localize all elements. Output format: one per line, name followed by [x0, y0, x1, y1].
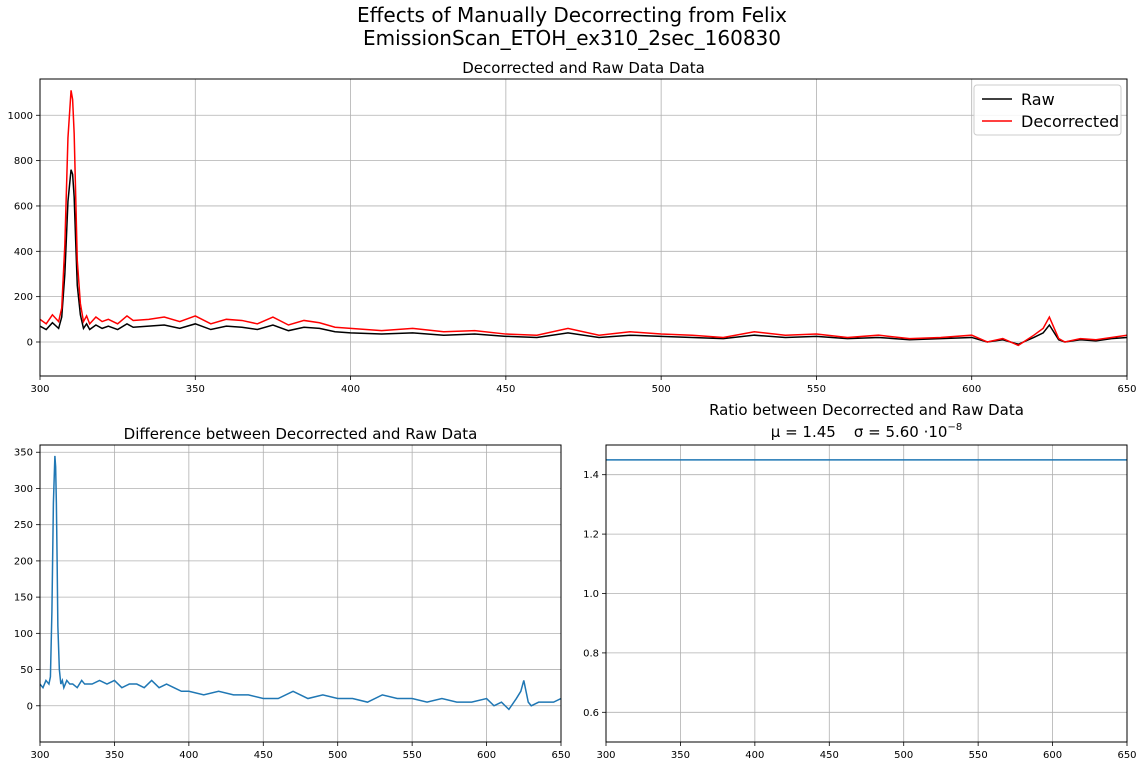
y-tick-label: 200	[14, 292, 33, 303]
x-tick-label: 400	[179, 750, 198, 761]
y-tick-label: 1000	[8, 111, 33, 122]
y-tick-label: 600	[14, 201, 33, 212]
chart-3: 300 350 400 450 500 550 600 650 0.6 0.8 1.0 1.2 1.4 R…	[583, 401, 1136, 761]
x-tick-label: 350	[186, 384, 205, 395]
x-tick-label: 650	[551, 750, 570, 761]
y-tick-label: 300	[14, 484, 33, 495]
x-tick-label: 500	[652, 384, 671, 395]
y-tick-label: 0.8	[583, 648, 599, 659]
x-tick-label: 350	[671, 750, 690, 761]
series-line-raw	[40, 169, 1127, 346]
y-tick-label: 800	[14, 156, 33, 167]
y-tick-label: 350	[14, 448, 33, 459]
axes-frame	[39, 444, 562, 743]
x-tick-label: 350	[105, 750, 124, 761]
x-tick-label: 650	[1117, 384, 1136, 395]
figure-title-line-1: Effects of Manually Decorrecting from Fe…	[357, 3, 787, 27]
y-tick-label: 1.0	[583, 589, 599, 600]
y-tick-label: 50	[20, 665, 33, 676]
y-tick-label: 150	[14, 593, 33, 604]
chart-title: Decorrected and Raw Data Data	[462, 59, 705, 77]
x-tick-label: 400	[341, 384, 360, 395]
x-tick-label: 450	[820, 750, 839, 761]
figure-title-line-2: EmissionScan_ETOH_ex310_2sec_160830	[363, 26, 781, 50]
y-tick-label: 100	[14, 629, 33, 640]
x-tick-label: 550	[969, 750, 988, 761]
x-tick-label: 450	[496, 384, 515, 395]
x-tick-label: 500	[328, 750, 347, 761]
legend-label: Decorrected	[1021, 112, 1119, 131]
mu-value: μ = 1.45	[771, 423, 836, 441]
x-tick-label: 400	[745, 750, 764, 761]
y-tick-label: 0	[27, 337, 33, 348]
chart-2: 300 350 400 450 500 550 600 650 0 50 100 150 200 250 3…	[14, 425, 571, 761]
y-tick-label: 200	[14, 556, 33, 567]
x-tick-label: 450	[254, 750, 273, 761]
y-tick-label: 1.4	[583, 470, 599, 481]
chart-1: 300 350 400 450 500 550 600 650 0 200 400 600 800 100…	[8, 59, 1137, 395]
series-line-decorrected	[40, 90, 1127, 347]
x-tick-label: 300	[596, 750, 615, 761]
y-tick-label: 0	[27, 701, 33, 712]
x-tick-label: 500	[894, 750, 913, 761]
y-tick-label: 0.6	[583, 708, 599, 719]
figure-title: Effects of Manually Decorrecting from Fe…	[0, 4, 1144, 50]
y-tick-label: 250	[14, 520, 33, 531]
x-tick-label: 600	[1043, 750, 1062, 761]
sigma-exponent: −8	[947, 422, 962, 433]
axes-frame	[39, 78, 1128, 377]
x-tick-label: 600	[477, 750, 496, 761]
chart-subtitle: μ = 1.45 σ = 5.60 ·10−8	[771, 422, 962, 441]
x-tick-label: 550	[807, 384, 826, 395]
x-tick-label: 550	[403, 750, 422, 761]
legend-box	[973, 84, 1122, 136]
y-tick-label: 1.2	[583, 530, 599, 541]
x-tick-label: 300	[30, 384, 49, 395]
chart-title: Difference between Decorrected and Raw D…	[124, 425, 478, 443]
chart-title: Ratio between Decorrected and Raw Data	[709, 401, 1024, 419]
legend-label: Raw	[1021, 90, 1055, 109]
sigma-value: σ = 5.60 ·10	[854, 423, 948, 441]
x-tick-label: 650	[1117, 750, 1136, 761]
y-tick-label: 400	[14, 247, 33, 258]
series-line-difference	[40, 455, 561, 711]
x-tick-label: 300	[30, 750, 49, 761]
x-tick-label: 600	[962, 384, 981, 395]
